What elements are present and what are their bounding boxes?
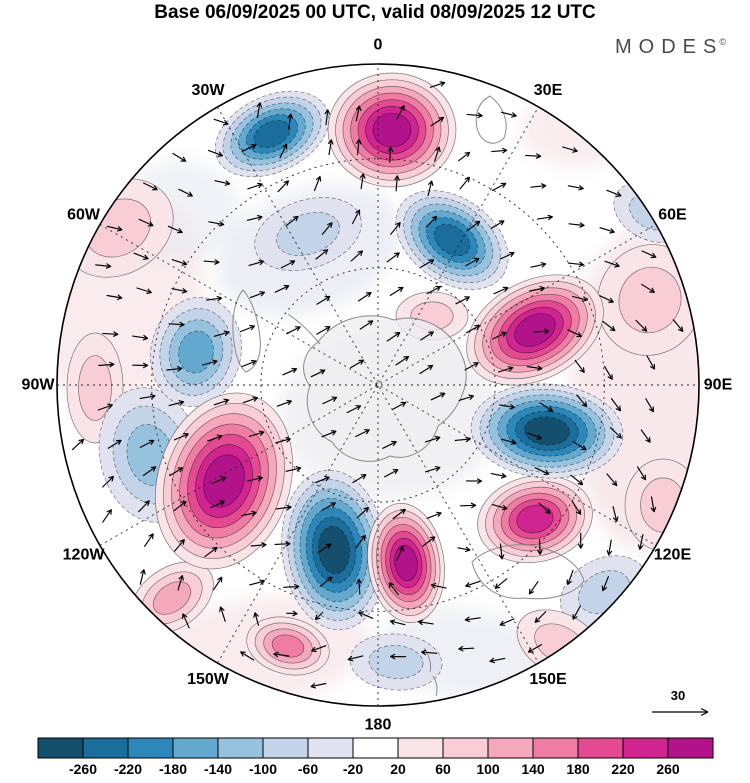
colorbar-cell <box>487 737 534 759</box>
colorbar-tick-100: 100 <box>476 761 500 777</box>
colorbar-cell <box>667 737 714 759</box>
colorbar-cell <box>172 737 219 759</box>
longitude-label-150E: 150E <box>529 671 567 688</box>
colorbar-tick--20: -20 <box>343 761 363 777</box>
colorbar-tick-260: 260 <box>656 761 680 777</box>
colorbar-tick-140: 140 <box>521 761 545 777</box>
colorbar-tick--260: -260 <box>69 761 97 777</box>
colorbar-cell <box>217 737 264 759</box>
colorbar-tick--220: -220 <box>114 761 142 777</box>
graticule <box>57 64 699 706</box>
modes-logo: MODES© <box>615 36 726 59</box>
colorbar-tick-220: 220 <box>611 761 635 777</box>
longitude-label-30E: 30E <box>534 82 563 99</box>
colorbar-cell <box>397 737 444 759</box>
modes-logo-text: MODES <box>615 36 724 58</box>
longitude-label-60W: 60W <box>67 207 101 224</box>
colorbar-cell <box>82 737 129 759</box>
longitude-label-150W: 150W <box>187 671 230 688</box>
colorbar-cell <box>262 737 309 759</box>
coastline-south-america <box>232 289 261 373</box>
modes-logo-copyright: © <box>719 37 726 48</box>
colorbar-tick-180: 180 <box>566 761 590 777</box>
anomaly-contours <box>62 72 699 691</box>
wind-vectors <box>71 81 684 689</box>
longitude-label-120W: 120W <box>63 547 106 564</box>
colorbar-cell <box>532 737 579 759</box>
coastlines <box>232 95 585 697</box>
coastline-antarctica <box>303 315 467 462</box>
longitude-label-30W: 30W <box>192 82 226 99</box>
longitude-label-90W: 90W <box>22 377 56 394</box>
colorbar: -260 -220 -180 -140 -100 -60 -20 20 60 100 140 180 2… <box>37 737 714 777</box>
wind-reference-arrow-icon <box>652 707 709 717</box>
colorbar-cell <box>127 737 174 759</box>
coastline-antarctic-peninsula <box>287 313 321 345</box>
coastline-new-zealand-2 <box>432 675 438 697</box>
longitude-label-90E: 90E <box>704 377 733 394</box>
colorbar-tick-20: 20 <box>390 761 406 777</box>
colorbar-cell <box>352 737 399 759</box>
colorbar-cell <box>577 737 624 759</box>
colorbar-tick-60: 60 <box>435 761 451 777</box>
map-interior <box>57 64 699 706</box>
longitude-label-180: 180 <box>365 717 392 734</box>
longitude-label-0: 0 <box>374 37 383 54</box>
colorbar-tick--100: -100 <box>249 761 277 777</box>
coastline-australia <box>471 544 585 600</box>
coastline-new-zealand-1 <box>423 647 432 673</box>
longitude-label-120E: 120E <box>654 547 692 564</box>
map-boundary <box>56 63 700 707</box>
longitude-label-60E: 60E <box>658 207 687 224</box>
chart-title: Base 06/09/2025 00 UTC, valid 08/09/2025… <box>154 2 596 23</box>
coastline-africa-tip <box>475 95 507 144</box>
colorbar-cell <box>622 737 669 759</box>
colorbar-cell <box>37 737 84 759</box>
colorbar-cell <box>442 737 489 759</box>
wind-reference-value: 30 <box>671 688 685 703</box>
colorbar-cell <box>307 737 354 759</box>
colorbar-tick--140: -140 <box>204 761 232 777</box>
colorbar-tick--60: -60 <box>298 761 318 777</box>
colorbar-tick--180: -180 <box>159 761 187 777</box>
